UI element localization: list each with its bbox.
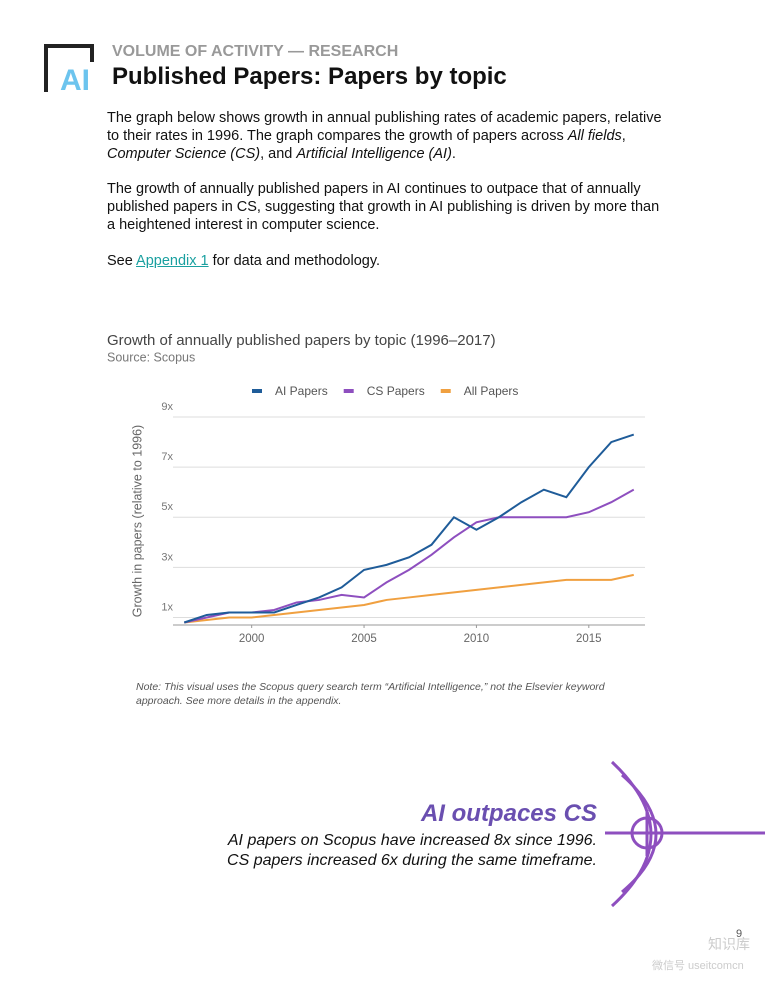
logo-text: AI [60,64,90,97]
page-title: Published Papers: Papers by topic [112,63,507,90]
callout-title: AI outpaces CS [420,800,597,827]
chart-title: Growth of annually published papers by t… [107,332,496,349]
text: Computer Science (CS) [107,146,261,162]
series-line [184,488,635,624]
text: , [621,128,626,144]
text: . [451,146,456,162]
text: The growth of annually published papers … [107,181,660,233]
x-tick-label: 2005 [351,633,377,645]
legend-label: CS Papers [367,384,425,398]
text: See [107,253,137,269]
watermark: 知识库 [708,936,750,952]
y-tick-label: 7x [161,451,173,463]
legend-label: AI Papers [275,384,328,398]
link[interactable]: Appendix 1 [136,253,209,269]
text: The graph below shows growth in annual p… [107,110,662,144]
watermark: 微信号 useitcomcn [652,960,744,972]
text: for data and methodology. [208,253,381,269]
paragraph: The growth of annually published papers … [107,180,667,234]
note: Note: This visual uses the Scopus query … [136,681,605,707]
callout-text: AI papers on Scopus have increased 8x si… [227,831,597,871]
text: , and [260,146,297,162]
kicker: VOLUME OF ACTIVITY — RESEARCH [112,43,399,60]
series-line [184,573,634,624]
y-tick-label: 1x [161,601,173,613]
x-tick-label: 2000 [239,633,265,645]
text: All fields [567,128,622,144]
callout-line: CS papers increased 6x during the same t… [227,852,597,869]
series-line [183,433,635,624]
y-tick-label: 9x [161,401,173,413]
y-tick-label: 3x [161,551,173,563]
y-tick-label: 5x [161,501,173,513]
legend-label: All Papers [464,384,519,398]
callout-line: AI papers on Scopus have increased 8x si… [227,832,597,849]
page-number: 9 [736,928,743,940]
y-axis-label: Growth in papers (relative to 1996) [130,425,144,617]
text: Artificial Intelligence (AI) [296,146,452,162]
x-tick-label: 2015 [576,633,602,645]
paragraph: The graph below shows growth in annual p… [107,109,667,163]
paragraph: See Appendix 1 for data and methodology. [107,252,667,270]
chart-subtitle: Source: Scopus [107,350,195,364]
x-tick-label: 2010 [464,633,490,645]
logo-frame [44,44,94,92]
